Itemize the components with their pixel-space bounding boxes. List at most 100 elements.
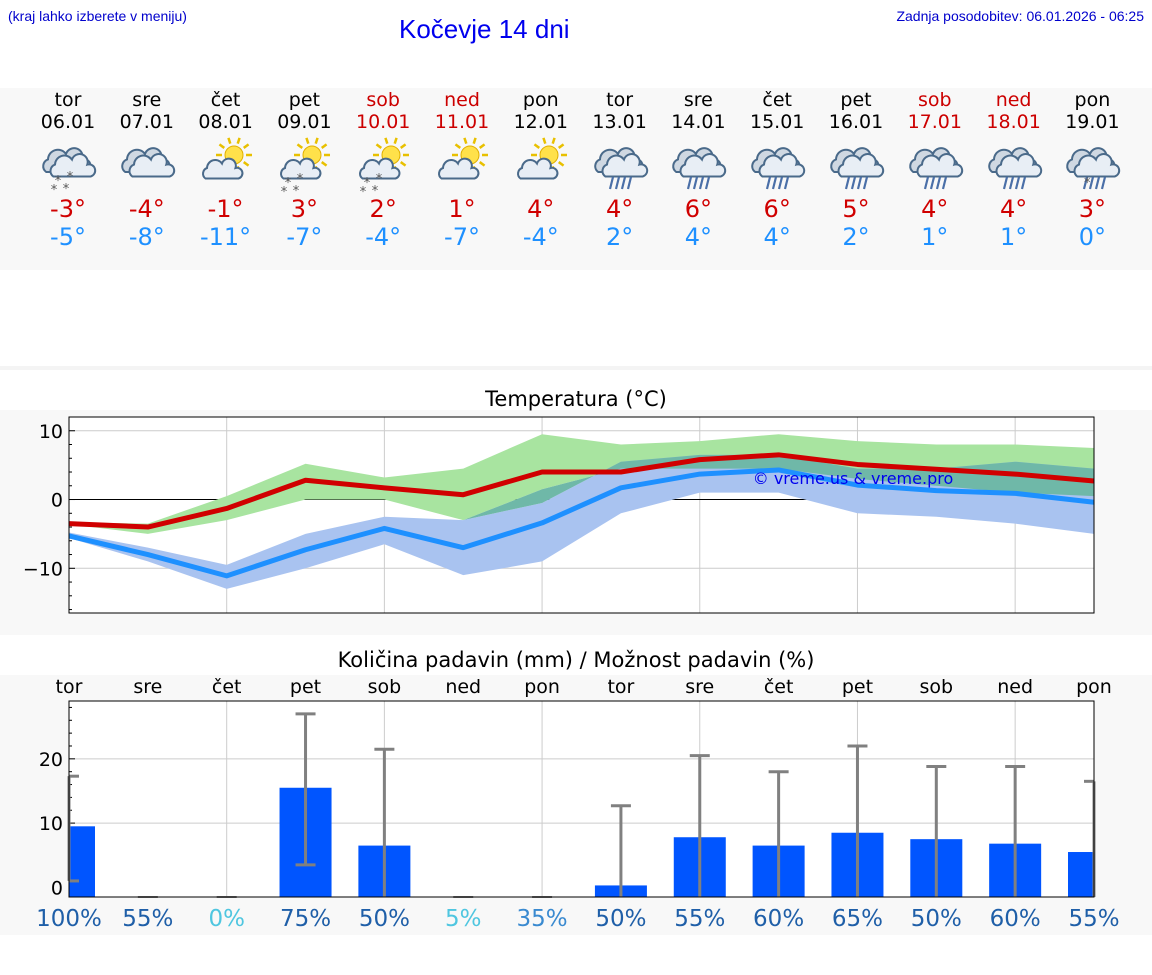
cloud-rain-icon: [751, 147, 806, 190]
min-temperature: 1°: [999, 223, 1028, 251]
day-name: tor: [54, 89, 82, 111]
day-label: tor: [607, 676, 634, 698]
last-update-label: Zadnja posodobitev: 06.01.2026 - 06:25: [896, 8, 1144, 24]
day-label: ned: [997, 676, 1033, 698]
day-name: sre: [683, 89, 713, 111]
sun-cloud-icon: [516, 137, 567, 180]
day-forecast: tor 13.01 4° 2°: [581, 88, 659, 251]
day-date: 13.01: [592, 111, 647, 133]
max-temperature: 3°: [290, 195, 319, 223]
y-tick-label: 0: [51, 877, 63, 899]
min-temperature: 2°: [842, 223, 870, 251]
precipitation-probability: 50%: [359, 906, 410, 932]
day-forecast: sre 14.01 6° 4°: [659, 88, 737, 251]
svg-text:*: *: [55, 174, 62, 189]
max-temperature: 1°: [448, 195, 476, 223]
svg-text:*: *: [281, 185, 288, 195]
day-date: 18.01: [986, 111, 1041, 133]
day-forecast: pet 16.01 5° 2°: [817, 88, 895, 251]
max-temperature: 4°: [605, 195, 634, 223]
day-name: ned: [444, 89, 480, 111]
max-temperature: 5°: [842, 195, 870, 223]
min-temperature: -7°: [444, 223, 480, 251]
sun-cloud-snow-icon: * ***: [280, 137, 331, 195]
max-temperature: 3°: [1078, 195, 1107, 223]
svg-text:*: *: [63, 182, 70, 195]
day-label: pet: [842, 676, 873, 698]
max-temperature: 6°: [763, 195, 791, 223]
day-name: tor: [606, 89, 634, 111]
sun-cloud-snow-icon: * ***: [359, 137, 410, 195]
day-forecast: čet 08.01 -1° -11°: [187, 88, 265, 251]
section-separator: [0, 366, 1152, 370]
day-label: pon: [524, 676, 560, 698]
precipitation-probability: 55%: [1068, 906, 1119, 932]
day-date: 07.01: [119, 111, 174, 133]
sun-cloud-icon: [438, 137, 488, 180]
day-label: ned: [445, 676, 481, 698]
precipitation-probability: 100%: [36, 906, 102, 932]
max-temperature: 2°: [369, 195, 397, 223]
day-date: 15.01: [749, 111, 805, 133]
cloud-rain-icon: [830, 147, 885, 190]
cloud-rain-icon: [830, 147, 885, 190]
max-temperature: -4°: [128, 195, 165, 223]
day-date: 19.01: [1065, 111, 1120, 133]
sun-cloud-snow-icon: * ***: [280, 137, 331, 195]
svg-text:*: *: [285, 176, 292, 191]
precipitation-bar: [69, 826, 95, 897]
cloud-rain-icon: [593, 147, 648, 190]
precipitation-probability: 35%: [517, 906, 568, 932]
day-name: sob: [918, 89, 952, 111]
day-name: pon: [1074, 89, 1111, 111]
min-temperature: 4°: [684, 223, 713, 251]
y-tick-label: 10: [39, 813, 63, 835]
forecast-strip-background: [0, 88, 1152, 270]
min-temperature: 2°: [605, 223, 634, 251]
day-name: sre: [132, 89, 162, 111]
y-tick-label: −10: [23, 558, 63, 580]
min-temperature: 0°: [1078, 223, 1107, 251]
location-menu-hint: (kraj lahko izberete v meniju): [8, 8, 187, 24]
cloud-rain-icon: [909, 147, 963, 190]
precipitation-probability: 55%: [122, 906, 173, 932]
sun-cloud-icon: [201, 137, 252, 180]
day-forecast: pon 12.01 4° -4°: [502, 88, 580, 251]
precipitation-probability: 50%: [911, 906, 962, 932]
cloud-sleet-icon: *: [1066, 147, 1121, 191]
max-temperature: -1°: [207, 195, 244, 223]
day-forecast: sob 17.01 4° 1°: [896, 88, 974, 251]
day-name: pon: [522, 89, 559, 111]
max-temperature: 4°: [527, 195, 555, 223]
sun-cloud-icon: [516, 137, 567, 180]
sun-cloud-snow-icon: * ***: [359, 137, 410, 195]
day-date: 08.01: [198, 111, 253, 133]
day-label: sre: [685, 676, 714, 698]
min-temperature-line: [68, 467, 1095, 579]
cloud-rain-icon: [909, 147, 963, 190]
cloud-rain-icon: [987, 147, 1042, 190]
min-temperature: 1°: [921, 223, 949, 251]
day-name: čet: [762, 89, 792, 111]
precipitation-chart-title: Količina padavin (mm) / Možnost padavin …: [337, 648, 815, 672]
sun-cloud-icon: [438, 137, 488, 180]
precipitation-probability: 60%: [990, 906, 1041, 932]
day-name: pet: [840, 89, 872, 111]
min-temperature: -4°: [522, 223, 559, 251]
svg-text:*: *: [360, 185, 367, 195]
max-temperature: 4°: [999, 195, 1028, 223]
cloud-rain-icon: [672, 147, 727, 190]
precipitation-probability: 50%: [595, 906, 646, 932]
y-tick-label: 20: [39, 749, 63, 771]
day-date: 17.01: [907, 111, 962, 133]
max-temperature: 6°: [684, 195, 713, 223]
day-name: čet: [210, 89, 241, 111]
sun-cloud-icon: [201, 137, 252, 180]
watermark: © vreme.us & vreme.pro: [753, 469, 954, 488]
cloud-rain-icon: [593, 147, 648, 190]
y-tick-label: 0: [51, 490, 63, 512]
min-temperature-range: [69, 454, 1094, 589]
svg-text:*: *: [51, 183, 58, 195]
min-temperature: -7°: [286, 223, 323, 251]
min-temperature: 4°: [763, 223, 791, 251]
